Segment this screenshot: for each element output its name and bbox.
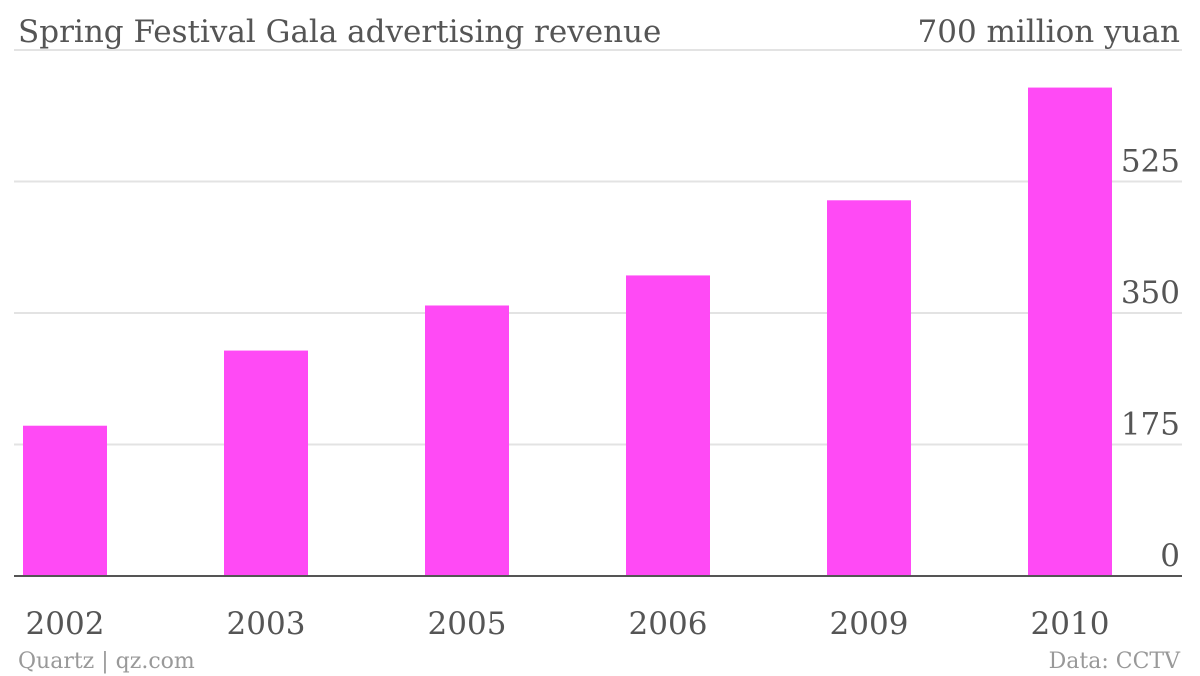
y-tick-label: 525 [1121, 144, 1180, 180]
y-tick-label: 350 [1121, 275, 1180, 311]
y-tick-label: 0 [1160, 538, 1180, 574]
bar-2005 [425, 305, 509, 576]
bar-2010 [1028, 87, 1112, 577]
bar-2003 [224, 350, 308, 576]
x-tick-label: 2009 [830, 606, 909, 642]
chart-title: Spring Festival Gala advertising revenue [18, 14, 661, 50]
bar-2006 [626, 275, 710, 576]
x-tick-label: 2002 [26, 606, 105, 642]
y-axis-ticks: 0 175 350 525 [1121, 144, 1180, 575]
bar-2002 [23, 425, 107, 576]
y-tick-label: 175 [1121, 407, 1180, 443]
x-tick-label: 2010 [1031, 606, 1110, 642]
x-tick-label: 2006 [629, 606, 708, 642]
gridlines [14, 49, 1182, 446]
x-tick-label: 2005 [428, 606, 507, 642]
unit-label: 700 million yuan [918, 14, 1181, 50]
x-tick-label: 2003 [227, 606, 306, 642]
bars [23, 87, 1112, 577]
data-source: Data: CCTV [1049, 649, 1181, 674]
bar-2009 [827, 200, 911, 577]
source-credit: Quartz | qz.com [18, 649, 195, 674]
x-axis-ticks: 2002 2003 2005 2006 2009 2010 [26, 606, 1110, 642]
